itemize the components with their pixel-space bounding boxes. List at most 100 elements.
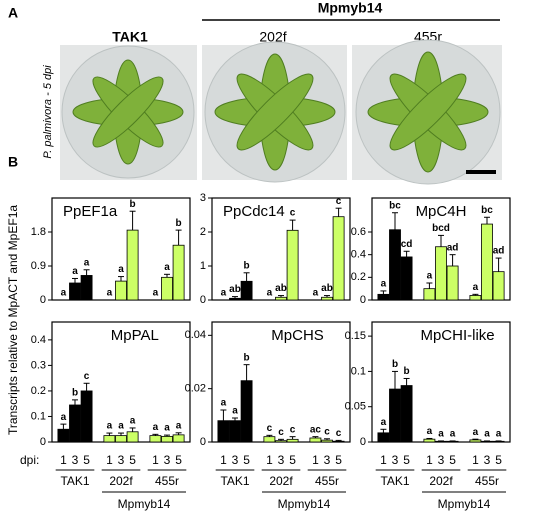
bar <box>126 229 139 301</box>
y-tick-label: 0 <box>200 436 206 448</box>
y-tick-label: 0 <box>200 294 206 306</box>
x-tick-label: 5 <box>175 453 182 467</box>
line-label: 202f <box>259 29 286 45</box>
significance-letter: bc <box>481 205 493 216</box>
significance-letter: a <box>153 422 159 433</box>
significance-letter: a <box>72 266 78 277</box>
significance-letter: b <box>404 366 410 377</box>
bar <box>377 432 390 443</box>
significance-letter: a <box>130 416 136 427</box>
bar <box>229 420 241 443</box>
group-label: 455r <box>475 474 499 488</box>
bar <box>286 438 299 443</box>
significance-letter: c <box>84 371 90 382</box>
significance-letter: a <box>164 262 170 273</box>
bar <box>172 244 185 301</box>
significance-letter: a <box>118 421 124 432</box>
bar <box>126 431 139 443</box>
x-tick-label: 3 <box>484 453 491 467</box>
significance-letter: a <box>176 420 182 431</box>
y-tick-label: 0.4 <box>351 249 366 261</box>
bar <box>275 440 287 443</box>
significance-letter: ab <box>321 283 333 294</box>
y-axis-label: Transcripts relative to MpACT and MpEF1a <box>6 205 20 435</box>
y-tick-label: 1 <box>200 260 206 272</box>
x-tick-label: 5 <box>83 453 90 467</box>
bar <box>69 404 81 443</box>
mutant-label: Mpmyb14 <box>278 497 331 511</box>
y-tick-label: 3 <box>200 192 206 204</box>
y-tick-label: 0 <box>40 294 46 306</box>
bar <box>332 216 345 301</box>
significance-letter: a <box>61 412 67 423</box>
group-label: 202f <box>109 474 133 488</box>
x-tick-label: 5 <box>449 453 456 467</box>
x-tick-label: 3 <box>232 453 239 467</box>
y-tick-label: 0.04 <box>185 329 206 341</box>
significance-letter: b <box>244 260 250 271</box>
bar <box>229 297 241 301</box>
bar <box>321 439 333 443</box>
bar <box>275 296 287 301</box>
significance-letter: a <box>427 426 433 437</box>
group-label: 455r <box>155 474 179 488</box>
bar <box>115 435 127 443</box>
significance-letter: cd <box>401 239 413 250</box>
significance-letter: a <box>118 264 124 275</box>
significance-letter: a <box>427 271 433 282</box>
significance-letter: a <box>496 429 502 440</box>
y-tick-label: 0.3 <box>31 359 46 371</box>
x-tick-label: 3 <box>118 453 125 467</box>
x-tick-label: 5 <box>495 453 502 467</box>
x-tick-label: 1 <box>472 453 479 467</box>
significance-letter: a <box>164 423 170 434</box>
y-tick-label: 0.15 <box>345 330 366 342</box>
bar <box>309 437 322 443</box>
significance-letter: a <box>473 282 479 293</box>
x-tick-label: 5 <box>289 453 296 467</box>
x-tick-label: 1 <box>220 453 227 467</box>
significance-letter: bcd <box>432 223 450 234</box>
x-tick-label: 1 <box>312 453 319 467</box>
significance-letter: c <box>324 426 330 437</box>
significance-letter: a <box>232 406 238 417</box>
x-tick-label: 1 <box>106 453 113 467</box>
x-tick-label: 5 <box>335 453 342 467</box>
y-tick-label: 0.2 <box>31 385 46 397</box>
significance-letter: b <box>392 359 398 370</box>
significance-letter: a <box>473 427 479 438</box>
significance-letter: a <box>107 421 113 432</box>
significance-letter: a <box>313 288 319 299</box>
bar <box>423 438 436 443</box>
significance-letter: a <box>221 288 227 299</box>
bar <box>469 295 482 301</box>
bar <box>400 385 413 443</box>
significance-letter: ab <box>229 284 241 295</box>
dpi-label: dpi: <box>20 453 39 467</box>
x-tick-label: 3 <box>324 453 331 467</box>
mutant-label: Mpmyb14 <box>118 497 171 511</box>
bar <box>161 435 173 443</box>
panel-letter: A <box>8 5 18 21</box>
control-label: TAK1 <box>112 29 148 45</box>
bar <box>286 229 299 301</box>
significance-letter: c <box>290 424 296 435</box>
y-tick-label: 0 <box>360 436 366 448</box>
bar <box>149 435 162 443</box>
chart-title: MpPAL <box>111 327 159 344</box>
bar <box>492 271 505 301</box>
significance-letter: a <box>221 398 227 409</box>
y-tick-label: 0.6 <box>351 226 366 238</box>
bar <box>377 293 390 301</box>
y-tick-label: 0.1 <box>351 365 366 377</box>
significance-letter: ad <box>447 242 459 253</box>
y-tick-label: 0.4 <box>31 334 46 346</box>
y-tick-label: 0.9 <box>31 260 46 272</box>
significance-letter: bc <box>389 200 401 211</box>
group-label: TAK1 <box>380 474 409 488</box>
bar <box>240 380 253 443</box>
bar <box>321 296 333 301</box>
significance-letter: b <box>244 352 250 363</box>
bar <box>161 276 173 301</box>
